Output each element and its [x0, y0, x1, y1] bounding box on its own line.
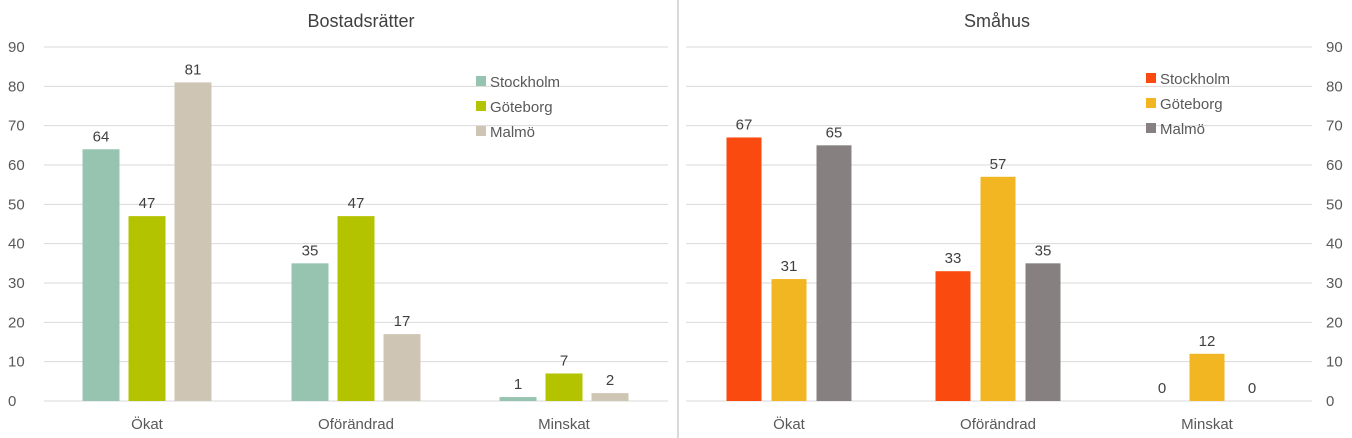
- y-tick-label: 0: [1326, 393, 1334, 410]
- legend-swatch: [1146, 123, 1156, 133]
- y-tick-label: 90: [1326, 39, 1343, 56]
- legend-label: Göteborg: [490, 99, 553, 116]
- data-label: 47: [139, 195, 156, 212]
- bar: [771, 279, 807, 401]
- y-tick-label: 40: [8, 236, 25, 253]
- data-label: 35: [302, 242, 319, 259]
- data-label: 12: [1199, 333, 1216, 350]
- data-label: 1: [514, 376, 522, 393]
- bar: [980, 176, 1016, 401]
- y-tick-label: 70: [1326, 118, 1343, 135]
- legend-label: Malmö: [490, 124, 535, 141]
- panel-divider: [677, 0, 679, 438]
- data-label: 64: [93, 128, 110, 145]
- x-category-label: Ökat: [131, 415, 164, 433]
- y-tick-label: 70: [8, 118, 25, 135]
- y-tick-label: 10: [1326, 354, 1343, 371]
- x-category-label: Minskat: [1181, 416, 1234, 433]
- legend-swatch: [476, 126, 486, 136]
- bar: [383, 334, 421, 401]
- bar: [499, 397, 537, 401]
- y-tick-label: 20: [1326, 314, 1343, 331]
- y-tick-label: 30: [1326, 275, 1343, 292]
- data-label: 7: [560, 352, 568, 369]
- legend-swatch: [1146, 98, 1156, 108]
- data-label: 35: [1035, 242, 1052, 259]
- bar: [337, 216, 375, 401]
- x-category-label: Oförändrad: [318, 416, 394, 433]
- data-label: 33: [945, 250, 962, 267]
- bar: [935, 271, 971, 401]
- legend-label: Göteborg: [1160, 96, 1223, 113]
- legend-label: Stockholm: [1160, 71, 1230, 88]
- bar: [128, 216, 166, 401]
- data-label: 65: [826, 124, 843, 141]
- y-tick-label: 50: [1326, 196, 1343, 213]
- chart-bostadsratter: 0 10 20 30 40 50 60 70 80 90 Bostadsrätter 64 47 81 Ök…: [8, 11, 668, 433]
- data-label: 0: [1158, 380, 1166, 397]
- y-tick-label: 10: [8, 354, 25, 371]
- chart-bostadsratter-svg: 0 10 20 30 40 50 60 70 80 90 Bostadsrätter 64 47 81 Ök…: [8, 11, 668, 433]
- data-label: 31: [781, 258, 798, 275]
- bar: [1189, 353, 1225, 401]
- y-tick-label: 30: [8, 275, 25, 292]
- x-category-label: Ökat: [773, 415, 806, 433]
- legend-swatch: [476, 76, 486, 86]
- y-tick-label: 20: [8, 314, 25, 331]
- bar: [291, 263, 329, 401]
- bar: [1025, 263, 1061, 401]
- chart-title: Bostadsrätter: [307, 11, 414, 31]
- bar: [82, 149, 120, 401]
- y-tick-label: 40: [1326, 236, 1343, 253]
- data-label: 81: [185, 61, 202, 78]
- legend-label: Stockholm: [490, 74, 560, 91]
- y-tick-label: 80: [8, 78, 25, 95]
- x-category-label: Oförändrad: [960, 416, 1036, 433]
- bar: [545, 373, 583, 401]
- legend-label: Malmö: [1160, 121, 1205, 138]
- data-label: 17: [394, 313, 411, 330]
- bar: [591, 393, 629, 401]
- y-tick-label: 80: [1326, 78, 1343, 95]
- data-label: 0: [1248, 380, 1256, 397]
- data-label: 57: [990, 156, 1007, 173]
- y-tick-label: 50: [8, 196, 25, 213]
- bar: [816, 145, 852, 401]
- y-tick-label: 60: [1326, 157, 1343, 174]
- legend-swatch: [476, 101, 486, 111]
- y-tick-label: 90: [8, 39, 25, 56]
- data-label: 47: [348, 195, 365, 212]
- chart-smahus: 0 10 20 30 40 50 60 70 80 90 Småhus 67 31 65 Ökat 33 57 3…: [676, 0, 1352, 438]
- chart-smahus-svg: 0 10 20 30 40 50 60 70 80 90 Småhus 67 31 65 Ökat 33 57 3…: [686, 11, 1343, 433]
- chart-title: Småhus: [964, 11, 1030, 31]
- bar: [726, 137, 762, 401]
- legend-swatch: [1146, 73, 1156, 83]
- x-category-label: Minskat: [538, 416, 591, 433]
- data-label: 67: [736, 116, 753, 133]
- y-tick-label: 60: [8, 157, 25, 174]
- y-tick-label: 0: [8, 393, 16, 410]
- data-label: 2: [606, 372, 614, 389]
- bar: [174, 82, 212, 402]
